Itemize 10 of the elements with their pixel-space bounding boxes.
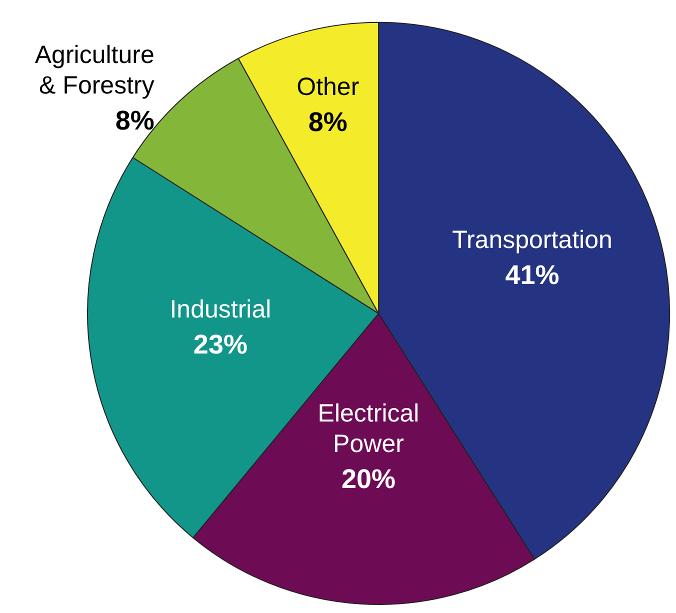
slice-label: Other <box>296 73 360 102</box>
data-label: 23% <box>193 329 248 360</box>
data-label: 8% <box>308 107 348 138</box>
slice-label: Agriculture & Forestry <box>34 40 155 100</box>
data-label: 20% <box>341 464 396 494</box>
data-label: 8% <box>115 106 154 136</box>
data-label: 41% <box>505 260 560 290</box>
slice-label: Transportation <box>452 226 612 254</box>
slice-label: Electrical Power <box>318 399 420 458</box>
slice-label: Industrial <box>170 295 272 324</box>
